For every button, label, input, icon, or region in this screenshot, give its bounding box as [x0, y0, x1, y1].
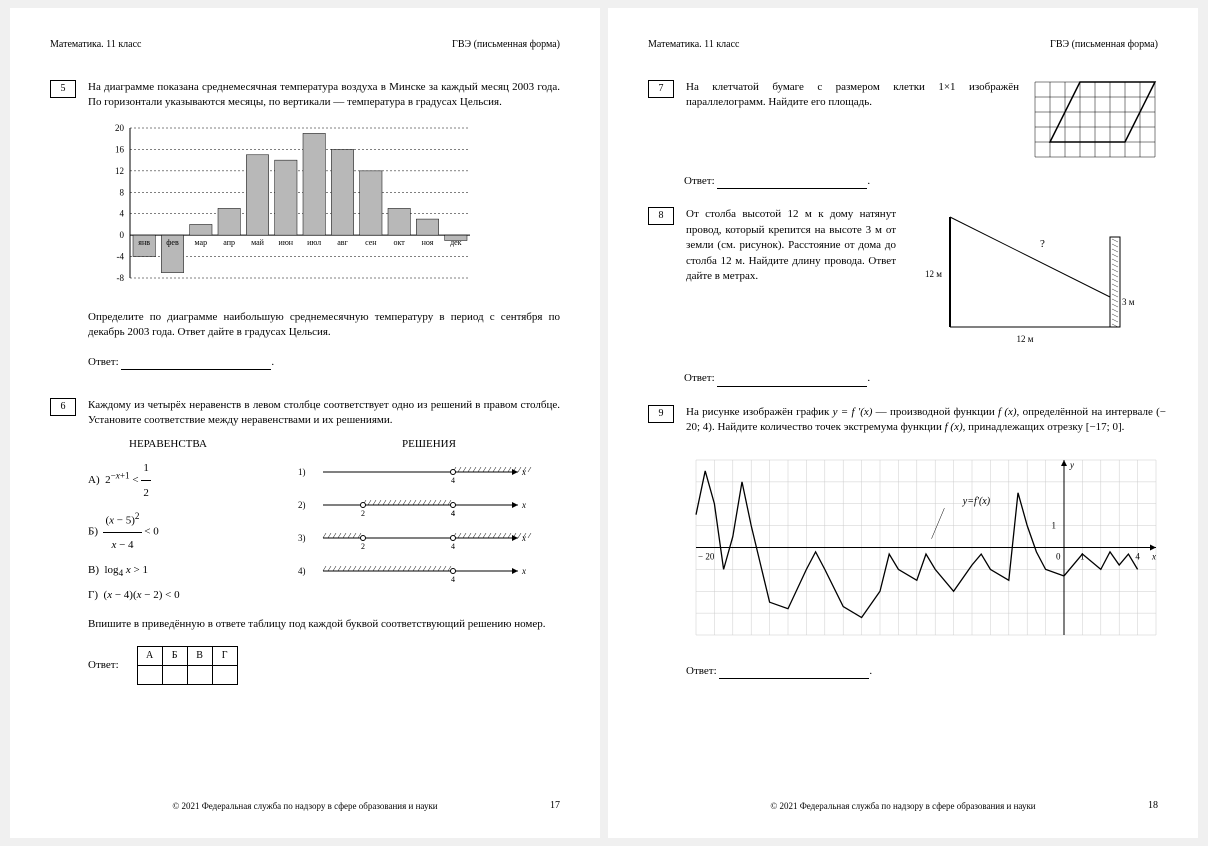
svg-text:12 м: 12 м — [925, 269, 942, 279]
solutions-diagram: 1)x42)x4243)x244)x4 — [298, 452, 538, 592]
col-title: РЕШЕНИЯ — [298, 437, 560, 452]
svg-text:0: 0 — [120, 230, 125, 240]
svg-text:12: 12 — [115, 166, 124, 176]
task-text: На клетчатой бумаге с размером клетки 1×… — [686, 80, 1019, 111]
hdr-left: Математика. 11 класс — [648, 38, 739, 52]
svg-text:8: 8 — [120, 187, 125, 197]
hdr-left: Математика. 11 класс — [50, 38, 141, 52]
task-num: 9 — [648, 405, 674, 423]
task-6: 6 Каждому из четырёх неравенств в левом … — [50, 398, 560, 704]
svg-text:?: ? — [1040, 238, 1045, 250]
svg-text:20: 20 — [115, 123, 125, 133]
svg-text:4: 4 — [451, 575, 455, 584]
task-7: 7 На клетчатой бумаге с размером клетки … — [648, 80, 1158, 160]
task-num: 7 — [648, 80, 674, 98]
svg-text:1: 1 — [1052, 520, 1057, 530]
svg-text:3): 3) — [298, 533, 306, 543]
answer-table: АБВГ — [137, 646, 238, 685]
task-num: 5 — [50, 80, 76, 98]
copyright: © 2021 Федеральная служба по надзору в с… — [648, 800, 1158, 813]
task-5: 5 На диаграмме показана среднемесячная т… — [50, 80, 560, 388]
svg-text:янв: янв — [138, 238, 150, 247]
task-num: 6 — [50, 398, 76, 416]
svg-text:сен: сен — [365, 238, 377, 247]
svg-text:май: май — [251, 238, 265, 247]
derivative-graph: yx− 200141y=f′(x) — [686, 450, 1166, 650]
task-text: От столба высотой 12 м к дому натянут пр… — [686, 207, 896, 284]
svg-text:y: y — [1069, 460, 1074, 470]
task-after: Определите по диаграмме наибольшую средн… — [88, 310, 560, 341]
page-right: Математика. 11 класс ГВЭ (письменная фор… — [608, 8, 1198, 838]
svg-text:авг: авг — [337, 238, 348, 247]
svg-text:2: 2 — [361, 542, 365, 551]
page-left: Математика. 11 класс ГВЭ (письменная фор… — [10, 8, 600, 838]
task-text: На рисунке изображён график y = f ′(x) —… — [686, 405, 1166, 436]
answer-line[interactable] — [719, 668, 869, 679]
svg-text:апр: апр — [223, 238, 235, 247]
col-title: НЕРАВЕНСТВА — [88, 437, 248, 452]
svg-text:1): 1) — [298, 467, 306, 477]
svg-text:16: 16 — [115, 144, 125, 154]
svg-text:x: x — [521, 566, 526, 576]
svg-text:2): 2) — [298, 500, 306, 510]
svg-text:12 м: 12 м — [1017, 334, 1034, 344]
task-9: 9 На рисунке изображён график y = f ′(x)… — [648, 405, 1158, 697]
bar-chart: -8 -4 0 4 8 12 16 20 янв фев мар апр май июн июл авг сен… — [88, 123, 478, 298]
task-after: Впишите в приведённую в ответе таблицу п… — [88, 617, 560, 632]
svg-text:4: 4 — [451, 509, 455, 518]
svg-text:-8: -8 — [117, 273, 125, 283]
svg-text:окт: окт — [394, 238, 406, 247]
svg-text:4: 4 — [1135, 551, 1140, 561]
svg-text:4): 4) — [298, 566, 306, 576]
header: Математика. 11 класс ГВЭ (письменная фор… — [50, 38, 560, 52]
hdr-right: ГВЭ (письменная форма) — [452, 38, 560, 52]
svg-text:x: x — [1151, 551, 1156, 561]
svg-text:4: 4 — [451, 476, 455, 485]
ans-cell[interactable] — [187, 666, 212, 685]
ineq-d: Г) (x − 4)(x − 2) < 0 — [88, 583, 248, 607]
svg-text:2: 2 — [361, 509, 365, 518]
svg-text:июл: июл — [307, 238, 321, 247]
wire-diagram: 12 м 3 м 12 м? — [910, 207, 1140, 357]
svg-text:дек: дек — [450, 238, 462, 247]
answer-line[interactable] — [121, 359, 271, 370]
ans-cell[interactable] — [137, 666, 162, 685]
ineq-a: А) 2−x+1 < 12 — [88, 456, 248, 505]
ineq-c: В) log4 x > 1 — [88, 558, 248, 583]
svg-text:мар: мар — [195, 238, 208, 247]
page-num: 17 — [550, 799, 560, 813]
ineq-b: Б) (x − 5)2x − 4 < 0 — [88, 506, 248, 558]
task-text: На диаграмме показана среднемесячная тем… — [88, 80, 560, 111]
ans-cell[interactable] — [212, 666, 237, 685]
task-num: 8 — [648, 207, 674, 225]
task-8: 8 От столба высотой 12 м к дому натянут … — [648, 207, 1158, 357]
copyright: © 2021 Федеральная служба по надзору в с… — [50, 800, 560, 813]
answer-label: Ответ: — [684, 372, 715, 384]
answer-label: Ответ: — [686, 665, 717, 677]
grid-parallelogram — [1033, 80, 1158, 160]
svg-text:4: 4 — [120, 208, 125, 218]
ans-cell[interactable] — [162, 666, 187, 685]
svg-text:ноя: ноя — [422, 238, 434, 247]
header: Математика. 11 класс ГВЭ (письменная фор… — [648, 38, 1158, 52]
svg-text:фев: фев — [166, 238, 179, 247]
task-text: Каждому из четырёх неравенств в левом ст… — [88, 398, 560, 429]
svg-text:y=f′(x): y=f′(x) — [962, 495, 991, 506]
svg-text:− 20: − 20 — [698, 551, 715, 561]
svg-text:июн: июн — [279, 238, 294, 247]
answer-label: Ответ: — [88, 658, 119, 673]
answer-line[interactable] — [717, 376, 867, 387]
svg-text:0: 0 — [1056, 551, 1061, 561]
svg-text:-4: -4 — [117, 251, 125, 261]
answer-label: Ответ: — [88, 356, 119, 368]
answer-label: Ответ: — [684, 175, 715, 187]
page-num: 18 — [1148, 799, 1158, 813]
answer-line[interactable] — [717, 178, 867, 189]
hdr-right: ГВЭ (письменная форма) — [1050, 38, 1158, 52]
svg-text:x: x — [521, 500, 526, 510]
svg-text:4: 4 — [451, 542, 455, 551]
svg-text:3 м: 3 м — [1122, 297, 1135, 307]
